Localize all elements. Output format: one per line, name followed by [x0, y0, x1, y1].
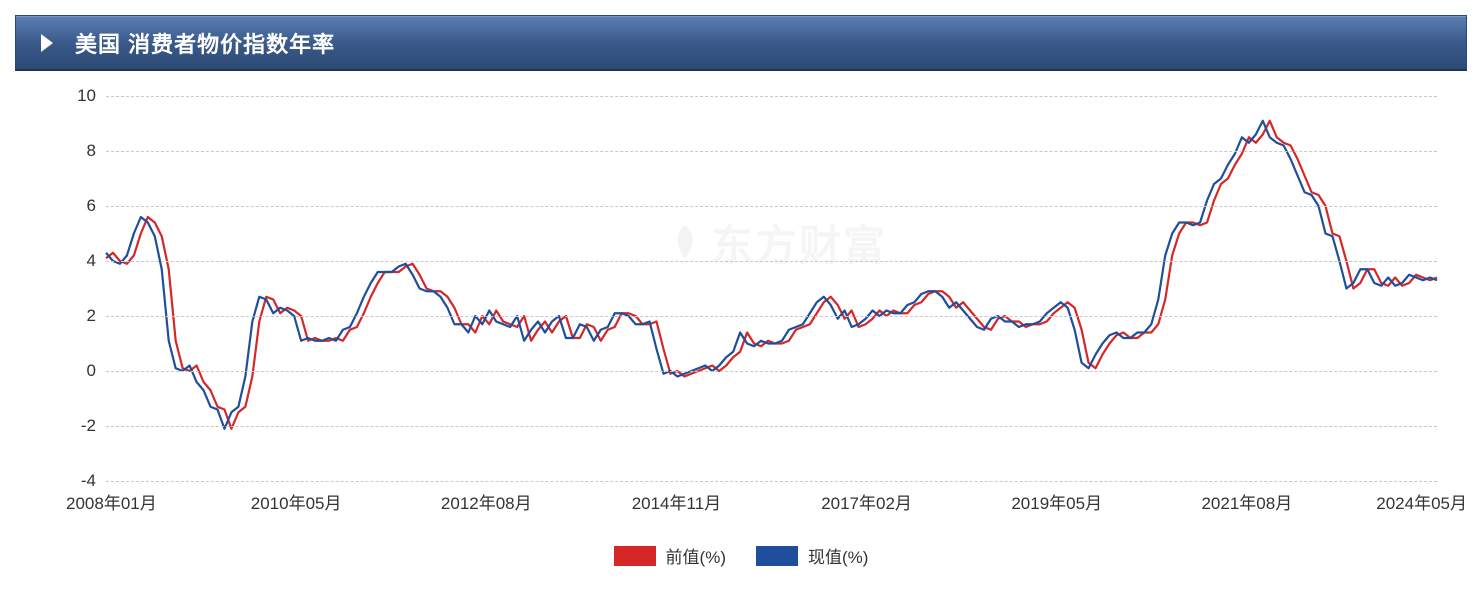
y-axis-label: 10: [77, 86, 96, 106]
grid-line: [106, 316, 1437, 317]
chart-title: 美国 消费者物价指数年率: [75, 27, 335, 59]
x-axis-label: 2010年05月: [251, 489, 342, 514]
grid-line: [106, 261, 1437, 262]
legend-item-current: 现值(%): [756, 543, 868, 568]
y-axis-label: 2: [87, 306, 96, 326]
y-axis-label: 0: [87, 361, 96, 381]
legend-swatch: [756, 546, 798, 566]
series-line: [106, 121, 1437, 429]
legend: 前值(%) 现值(%): [0, 543, 1482, 568]
legend-label: 前值(%): [666, 543, 726, 568]
y-axis-label: 8: [87, 141, 96, 161]
grid-line: [106, 96, 1437, 97]
x-axis-label: 2017年02月: [821, 489, 912, 514]
grid-line: [106, 206, 1437, 207]
grid-line: [106, 371, 1437, 372]
x-axis-label: 2024年05月: [1376, 489, 1467, 514]
x-axis-label: 2012年08月: [441, 489, 532, 514]
legend-item-previous: 前值(%): [614, 543, 726, 568]
legend-label: 现值(%): [808, 543, 868, 568]
chart-header: 美国 消费者物价指数年率: [15, 15, 1467, 71]
chart-lines: [106, 96, 1437, 481]
series-line: [106, 121, 1437, 429]
y-axis-label: 6: [87, 196, 96, 216]
chart-container: 东方财富 -4-202468102008年01月2010年05月2012年08月…: [15, 86, 1467, 541]
x-axis-label: 2008年01月: [66, 489, 157, 514]
y-axis-label: 4: [87, 251, 96, 271]
x-axis-label: 2019年05月: [1011, 489, 1102, 514]
plot-area: 东方财富 -4-202468102008年01月2010年05月2012年08月…: [105, 96, 1437, 481]
x-axis-label: 2021年08月: [1201, 489, 1292, 514]
x-axis-label: 2014年11月: [632, 489, 721, 514]
y-axis-label: -2: [81, 416, 96, 436]
grid-line: [106, 151, 1437, 152]
chevron-right-icon: [41, 34, 53, 52]
grid-line: [106, 481, 1437, 482]
legend-swatch: [614, 546, 656, 566]
y-axis-label: -4: [81, 471, 96, 491]
grid-line: [106, 426, 1437, 427]
